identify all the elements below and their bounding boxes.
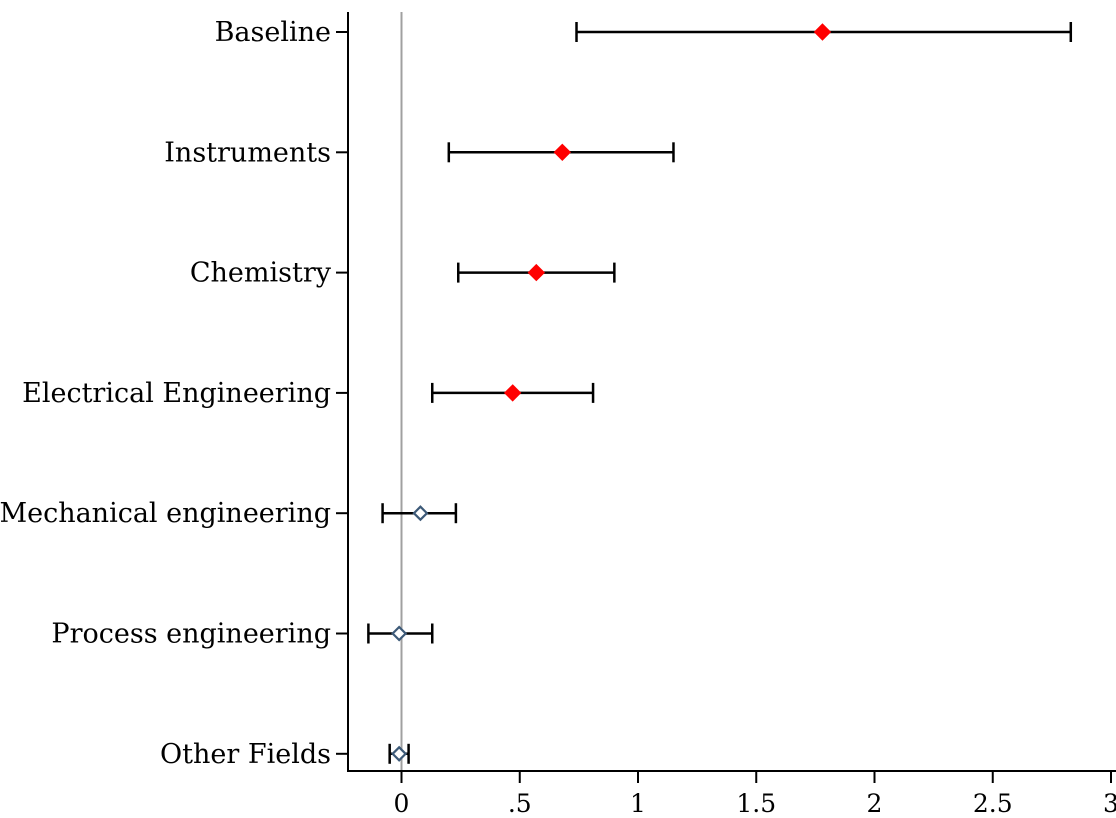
estimate-marker-significant (813, 23, 832, 41)
category-label: Electrical Engineering (22, 378, 331, 409)
x-tick-label: 1 (630, 789, 646, 818)
category-label: Chemistry (190, 258, 332, 289)
category-label: Other Fields (160, 739, 331, 770)
category-label: Baseline (215, 17, 331, 48)
category-label: Process engineering (51, 619, 331, 650)
x-tick-label: 1.5 (736, 789, 776, 818)
x-tick-label: 0 (394, 789, 410, 818)
x-tick-label: .5 (508, 789, 532, 818)
estimate-marker-nonsignificant (391, 625, 408, 642)
axes-layer: 0 .5 1 1.5 2 2.5 3 Baseline Instruments Chemistry… (0, 12, 1116, 818)
error-bars-layer (367, 22, 1073, 764)
estimate-marker-significant (503, 384, 522, 402)
estimate-marker-significant (553, 143, 572, 162)
markers-layer (391, 23, 832, 762)
estimate-marker-significant (527, 263, 546, 282)
x-tick-label: 2 (867, 789, 883, 818)
estimate-marker-nonsignificant (391, 745, 408, 762)
estimate-marker-nonsignificant (412, 505, 429, 522)
category-label: Instruments (164, 137, 331, 168)
x-tick-label: 2.5 (973, 789, 1013, 818)
category-label: Mechanical engineering (0, 498, 331, 529)
x-tick-label: 3 (1103, 789, 1116, 818)
